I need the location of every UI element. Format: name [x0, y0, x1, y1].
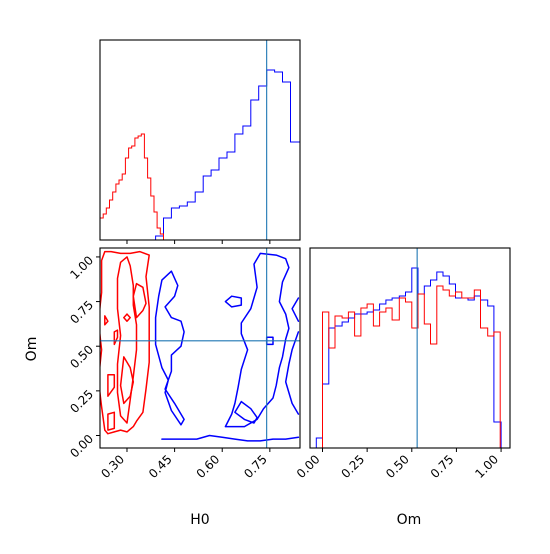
contour-red — [132, 282, 147, 319]
om-x-tick-label: 0.75 — [428, 452, 457, 481]
contour-blue — [224, 252, 290, 428]
om-tick-label: 0.50 — [67, 342, 96, 371]
x-axis-title-h0: H0 — [190, 512, 209, 528]
om-tick-label: 0.00 — [67, 432, 96, 461]
om-x-tick-label: 0.00 — [294, 452, 323, 481]
contour-blue — [224, 295, 243, 308]
contour-blue — [284, 331, 300, 415]
om-panel-frame — [309, 247, 511, 449]
h0-marginal-panel — [99, 39, 301, 244]
h0-histogram-red — [100, 133, 164, 240]
contour-blue — [234, 400, 258, 424]
contour-blue — [291, 297, 300, 322]
contour-red — [116, 256, 138, 424]
contour-red — [113, 329, 119, 346]
om-marginal-panel: 0.00 0.25 0.50 0.75 1.00 — [294, 247, 511, 481]
contour-blue — [161, 434, 300, 442]
om-histogram-blue — [310, 267, 510, 448]
contour-red — [104, 315, 109, 326]
h0-panel-frame — [99, 39, 301, 241]
h0-tick-label: 0.75 — [241, 452, 270, 481]
contour-red — [107, 374, 116, 397]
h0-tick-label: 0.30 — [98, 452, 127, 481]
joint-panel-frame — [99, 247, 301, 449]
h0-tick-label: 0.60 — [194, 452, 223, 481]
joint-panel: 0.30 0.45 0.60 0.75 0.00 0.25 0.50 0.75 1.00 — [67, 247, 301, 481]
contour-red — [119, 356, 135, 405]
contour-blue — [154, 270, 185, 426]
om-tick-label: 1.00 — [67, 253, 96, 282]
om-tick-label: 0.25 — [67, 387, 96, 416]
om-x-tick-label: 1.00 — [472, 452, 501, 481]
y-axis-title-om: Om — [24, 337, 40, 362]
om-tick-label: 0.75 — [67, 298, 96, 327]
om-histogram-red — [322, 285, 501, 448]
contour-red — [123, 313, 131, 322]
om-x-tick-label: 0.50 — [383, 452, 412, 481]
x-axis-title-om: Om — [397, 512, 422, 528]
contour-red — [107, 411, 116, 431]
om-x-tick-label: 0.25 — [338, 452, 367, 481]
h0-tick-label: 0.45 — [146, 452, 175, 481]
h0-histogram-blue — [100, 69, 300, 240]
contour-red — [100, 250, 150, 435]
